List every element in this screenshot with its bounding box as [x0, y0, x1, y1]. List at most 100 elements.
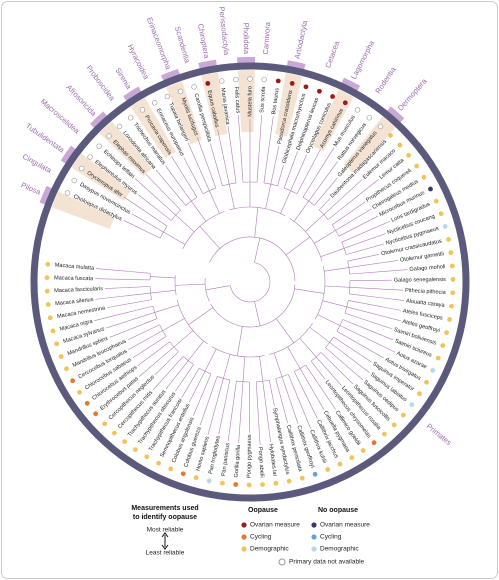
branch-arc: [185, 196, 198, 206]
branch: [196, 136, 217, 189]
evidence-dot: [233, 482, 239, 487]
evidence-dot: [44, 275, 50, 281]
branch-arc: [229, 206, 286, 217]
branch: [341, 221, 390, 243]
branch: [320, 352, 354, 385]
legend-label: Cycling: [320, 534, 342, 541]
evidence-dot: [219, 480, 225, 486]
evidence-dot: [430, 367, 436, 373]
order-band: [166, 81, 202, 145]
branch: [331, 201, 366, 226]
branch-arc: [222, 182, 237, 187]
order-band: [201, 72, 228, 137]
evidence-dot: [233, 76, 239, 83]
evidence-dot: [299, 475, 305, 481]
branch: [305, 364, 336, 410]
branch: [237, 326, 243, 356]
evidence-dot: [388, 133, 393, 138]
evidence-dot: [450, 290, 456, 296]
legend-dot: [311, 546, 317, 552]
branch: [137, 341, 170, 366]
order-tab: [198, 59, 217, 69]
branch: [207, 378, 224, 435]
evidence-dot: [371, 440, 377, 446]
branch: [280, 190, 291, 214]
branch: [349, 279, 392, 282]
species-label: Pongo pygmaeus: [247, 434, 253, 478]
branch: [269, 380, 275, 406]
branch: [187, 142, 210, 191]
branch: [238, 115, 244, 183]
evidence-dot: [71, 177, 77, 184]
evidence-dot: [450, 277, 456, 282]
evidence-dot: [50, 328, 56, 334]
branch: [254, 207, 259, 238]
order-band: [130, 97, 176, 159]
evidence-dot: [47, 315, 53, 321]
branch: [346, 306, 401, 322]
species-label: Manis javanica: [219, 88, 230, 126]
branch: [283, 151, 298, 189]
branch-arc: [152, 306, 158, 319]
branch: [256, 114, 262, 183]
evidence-dot: [449, 303, 454, 309]
evidence-dot: [317, 88, 322, 94]
branch: [96, 268, 151, 274]
evidence-dot: [102, 421, 108, 427]
branch: [344, 312, 393, 330]
evidence-dot: [193, 475, 199, 481]
evidence-dot: [106, 133, 112, 139]
evidence-dot: [406, 152, 411, 158]
evidence-dot: [330, 94, 335, 99]
order-tab: [60, 145, 76, 164]
branch: [254, 301, 261, 326]
branch: [145, 174, 181, 211]
branch: [217, 129, 230, 185]
branch: [276, 318, 295, 344]
branch-arc: [263, 182, 278, 187]
legend-arrow-heads: [161, 532, 169, 550]
branch: [318, 198, 331, 211]
branch: [218, 379, 231, 435]
branch: [128, 330, 163, 351]
species-label: Alouatta caraya: [406, 298, 446, 309]
branch-arc: [174, 275, 177, 296]
evidence-dot: [45, 302, 51, 307]
branch: [242, 356, 246, 382]
evidence-dot: [261, 76, 267, 83]
branch: [199, 226, 221, 249]
branch: [254, 238, 261, 263]
branch: [329, 342, 370, 373]
evidence-dot: [325, 467, 331, 472]
evidence-dot: [96, 143, 102, 149]
evidence-dot: [180, 471, 186, 477]
branch: [348, 260, 399, 268]
evidence-dot: [54, 341, 60, 347]
legend-label: Ovarian measure: [250, 522, 300, 529]
legend-least: Least reliable: [146, 550, 185, 557]
evidence-dot: [428, 186, 433, 192]
evidence-dot: [444, 330, 449, 336]
branch: [285, 236, 311, 256]
evidence-dot: [79, 165, 85, 172]
branch: [333, 336, 372, 363]
legend-label: Demographic: [250, 546, 289, 553]
order-tab: [286, 60, 306, 70]
species-label: Pan paniscus: [221, 442, 232, 476]
evidence-dot: [366, 115, 373, 121]
branch: [339, 325, 396, 353]
branch: [342, 319, 394, 341]
branch: [175, 283, 206, 286]
legend-dot: [311, 522, 317, 528]
branch: [154, 351, 179, 375]
evidence-dot: [440, 343, 446, 348]
branch: [205, 285, 231, 291]
order-band: [51, 191, 115, 229]
branch: [338, 215, 379, 237]
branch: [175, 214, 195, 233]
branch: [259, 356, 264, 382]
branch: [123, 220, 161, 239]
branch: [294, 371, 318, 419]
branch: [305, 214, 325, 232]
species-label: Felis catus: [233, 86, 241, 113]
